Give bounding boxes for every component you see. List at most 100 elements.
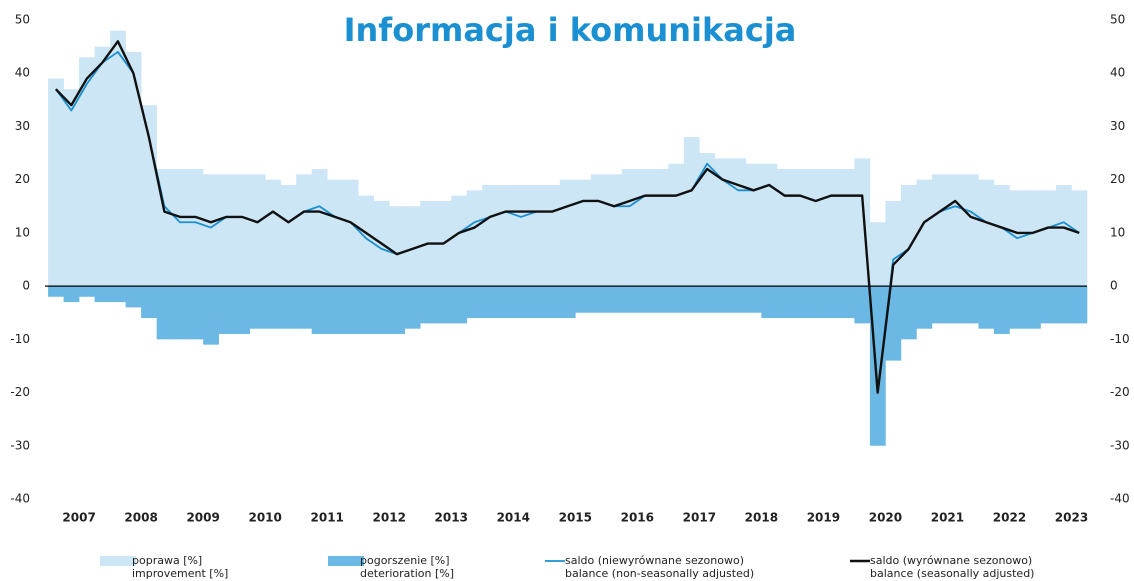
bar xyxy=(234,174,250,287)
bar xyxy=(947,174,964,287)
bar xyxy=(94,286,111,303)
y-tick-label: 40 xyxy=(15,66,30,80)
x-tick-label: 2014 xyxy=(497,511,530,525)
bar xyxy=(575,179,592,287)
y2-tick-label: 40 xyxy=(1110,66,1125,80)
bar xyxy=(389,286,406,335)
x-tick-label: 2017 xyxy=(683,511,716,525)
legend-swatch xyxy=(100,556,136,566)
bar xyxy=(869,286,886,446)
bar xyxy=(482,184,499,287)
bar xyxy=(404,206,421,287)
bar xyxy=(683,137,700,287)
bar xyxy=(714,158,731,287)
bar xyxy=(1024,286,1041,329)
bar xyxy=(916,179,933,287)
legend-label: poprawa [%] xyxy=(132,554,202,567)
bar xyxy=(466,190,483,287)
bar xyxy=(342,286,359,335)
y-tick-label: 0 xyxy=(22,279,30,293)
x-tick-label: 2020 xyxy=(869,511,902,525)
bar xyxy=(1055,184,1072,287)
bar xyxy=(1040,190,1057,287)
bar xyxy=(730,286,747,313)
bar xyxy=(652,286,669,313)
bar xyxy=(792,286,809,319)
y-tick-label: -10 xyxy=(10,332,30,346)
bar xyxy=(900,184,917,287)
y-tick-label: 10 xyxy=(15,225,30,239)
y-tick-label: -30 xyxy=(10,438,30,452)
bar xyxy=(745,163,762,287)
y2-tick-label: 50 xyxy=(1110,13,1125,27)
bar xyxy=(869,222,886,287)
bar xyxy=(993,286,1010,335)
bar xyxy=(125,286,142,308)
bar xyxy=(327,179,344,287)
y-tick-label: 30 xyxy=(15,119,30,133)
chart-title: Informacja i komunikacja xyxy=(344,11,797,49)
bar xyxy=(776,286,793,319)
bar xyxy=(637,286,654,313)
bar xyxy=(559,179,576,287)
x-tick-label: 2019 xyxy=(807,511,840,525)
bar xyxy=(1024,190,1041,287)
x-tick-label: 2010 xyxy=(248,511,281,525)
bar xyxy=(466,286,483,319)
y2-tick-label: -30 xyxy=(1110,438,1130,452)
bar xyxy=(482,286,499,319)
bar xyxy=(358,286,375,335)
bar xyxy=(823,169,840,287)
bar xyxy=(203,174,219,287)
x-tick-label: 2011 xyxy=(311,511,344,525)
bar xyxy=(265,179,281,287)
bar xyxy=(621,286,638,313)
bar xyxy=(234,286,250,335)
bar xyxy=(807,286,824,319)
x-tick-label: 2018 xyxy=(745,511,778,525)
bar xyxy=(358,195,375,287)
bar xyxy=(1040,286,1057,324)
y2-tick-label: -20 xyxy=(1110,385,1130,399)
bar xyxy=(730,158,747,287)
y2-tick-label: 10 xyxy=(1110,225,1125,239)
bar xyxy=(48,286,64,297)
x-tick-label: 2013 xyxy=(435,511,468,525)
legend-item: pogorszenie [%]deterioration [%] xyxy=(328,554,454,580)
bar xyxy=(172,169,188,287)
bar xyxy=(497,286,514,319)
bar xyxy=(513,286,530,319)
plot-area xyxy=(45,30,1088,446)
bar xyxy=(249,174,266,287)
bar xyxy=(1071,286,1088,324)
bar xyxy=(807,169,824,287)
bar xyxy=(668,286,685,313)
legend-swatch xyxy=(328,556,364,566)
legend-label-en: balance (seasonally adjusted) xyxy=(870,567,1034,580)
bar xyxy=(854,286,871,324)
bar xyxy=(280,184,297,287)
bar xyxy=(342,179,359,287)
bar xyxy=(296,174,313,287)
bar xyxy=(141,286,157,319)
bar xyxy=(699,153,716,287)
bar xyxy=(544,184,561,287)
bar xyxy=(63,89,80,287)
bar xyxy=(218,286,235,335)
y2-tick-label: -40 xyxy=(1110,492,1130,506)
legend-label: saldo (wyrównane sezonowo) xyxy=(870,554,1032,567)
bar xyxy=(203,286,219,345)
bar xyxy=(606,286,623,313)
bar xyxy=(94,46,111,287)
bar xyxy=(761,163,778,287)
x-tick-label: 2016 xyxy=(621,511,654,525)
y-tick-label: -20 xyxy=(10,385,30,399)
bar xyxy=(1071,190,1088,287)
bar xyxy=(497,184,514,287)
bar xyxy=(590,286,607,313)
bar xyxy=(776,169,793,287)
bar xyxy=(187,286,204,340)
bar xyxy=(745,286,762,313)
bar xyxy=(931,174,948,287)
legend-item: poprawa [%]improvement [%] xyxy=(100,554,228,580)
